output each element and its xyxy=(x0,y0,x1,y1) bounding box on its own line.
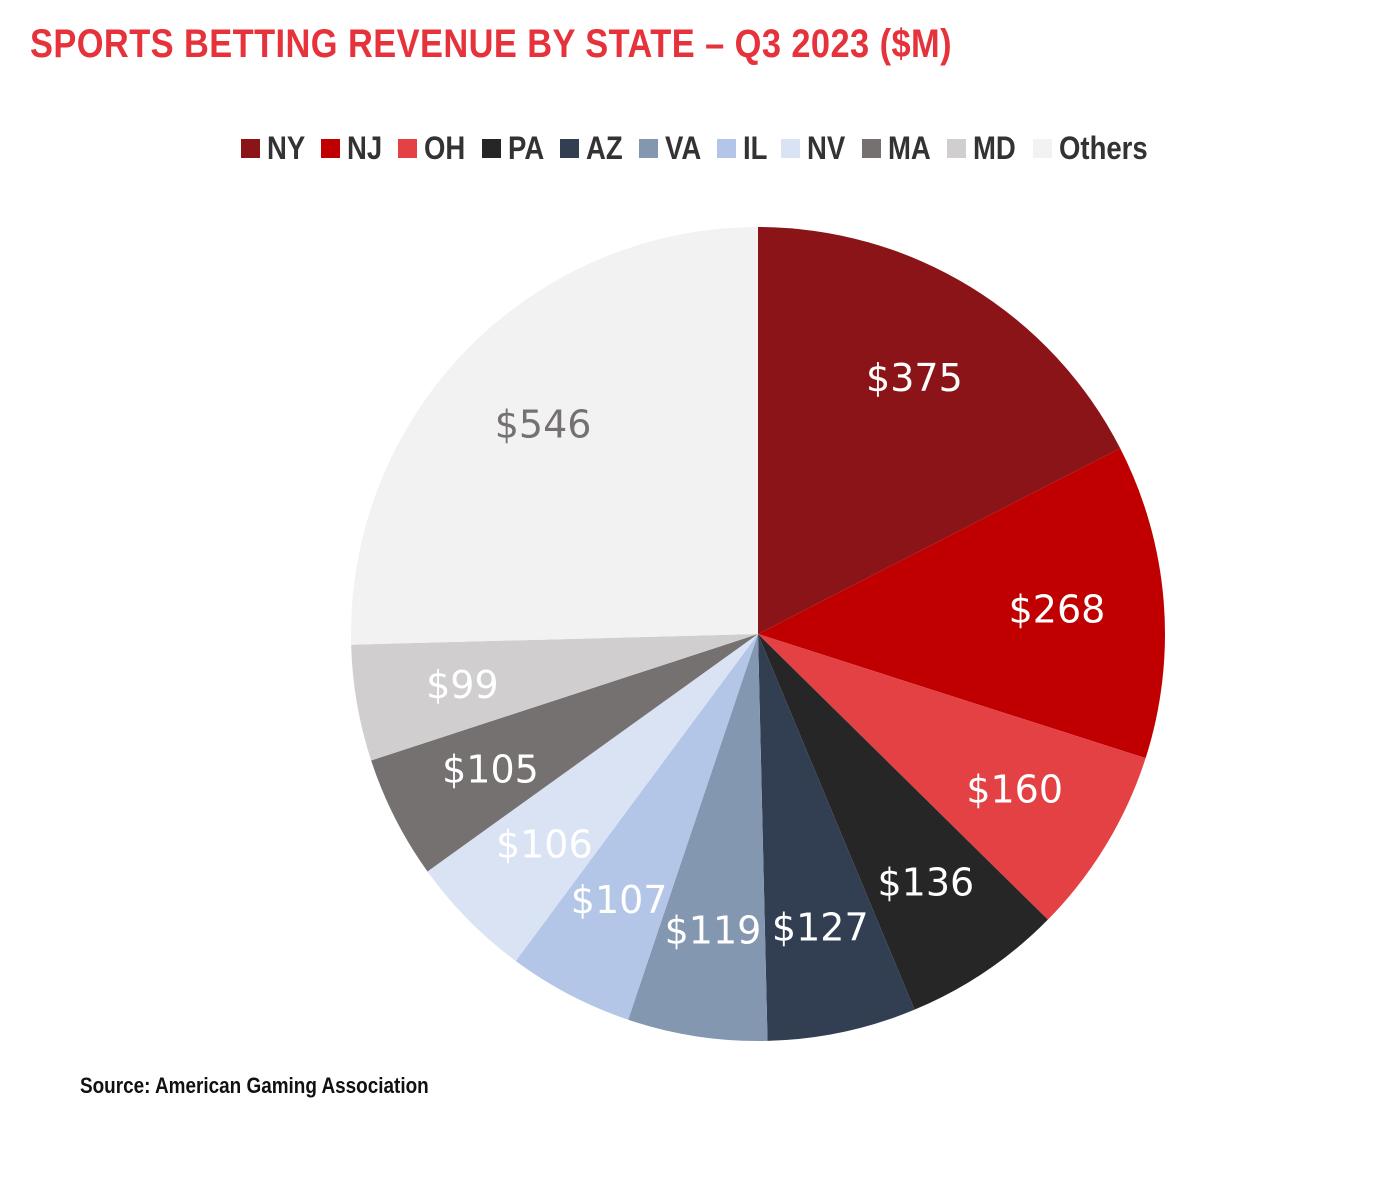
legend-swatch xyxy=(1033,139,1053,158)
slice-label-md: $99 xyxy=(426,663,499,707)
legend-item-ny: NY xyxy=(240,130,305,167)
chart-legend: NY NJ OH PA AZ VA IL NV MA MD Others xyxy=(0,130,1397,167)
chart-title: SPORTS BETTING REVENUE BY STATE – Q3 202… xyxy=(30,22,953,66)
slice-label-nj: $268 xyxy=(1009,587,1106,631)
legend-swatch xyxy=(560,139,580,158)
pie-slice-pa xyxy=(758,634,1048,1010)
pie-slice-md xyxy=(351,634,758,761)
legend-label: NJ xyxy=(347,130,383,166)
source-note: Source: American Gaming Association xyxy=(80,1073,429,1098)
pie-slice-nj xyxy=(758,448,1165,759)
legend-label: PA xyxy=(507,130,545,166)
legend-item-oh: OH xyxy=(397,130,466,167)
slice-label-ny: $375 xyxy=(866,356,963,400)
legend-swatch xyxy=(397,139,417,158)
legend-swatch xyxy=(481,139,501,158)
legend-item-md: MD xyxy=(947,130,1017,167)
pie-slice-ma xyxy=(371,634,758,872)
legend-item-pa: PA xyxy=(481,130,545,167)
legend-item-va: VA xyxy=(638,130,701,167)
legend-swatch xyxy=(947,139,967,158)
pie-slice-va xyxy=(628,634,768,1041)
legend-label: Others xyxy=(1059,130,1148,166)
legend-item-ma: MA xyxy=(861,130,932,167)
legend-swatch xyxy=(781,139,801,158)
legend-swatch xyxy=(716,139,736,158)
legend-label: NV xyxy=(807,130,846,166)
pie-slice-ny xyxy=(758,227,1121,634)
slice-label-oh: $160 xyxy=(966,767,1063,811)
legend-label: AZ xyxy=(586,130,623,166)
legend-item-others: Others xyxy=(1033,130,1156,167)
slice-label-pa: $136 xyxy=(877,861,974,905)
legend-item-nv: NV xyxy=(781,130,845,167)
legend-item-il: IL xyxy=(716,130,768,167)
legend-label: MA xyxy=(887,130,931,166)
legend-swatch xyxy=(240,139,260,158)
pie-slice-il xyxy=(515,634,758,1020)
legend-swatch xyxy=(321,139,341,158)
slice-label-nv: $106 xyxy=(496,823,593,867)
slice-label-az: $127 xyxy=(772,905,869,949)
legend-label: NY xyxy=(266,130,305,166)
legend-label: IL xyxy=(742,130,768,166)
slice-label-il: $107 xyxy=(571,878,668,922)
slice-label-va: $119 xyxy=(665,909,762,953)
legend-swatch xyxy=(638,139,658,158)
pie-slice-others xyxy=(350,227,758,645)
pie-slice-nv xyxy=(427,634,758,962)
legend-item-az: AZ xyxy=(560,130,623,167)
legend-swatch xyxy=(861,139,881,158)
pie-slice-az xyxy=(758,634,915,1041)
slice-label-ma: $105 xyxy=(442,748,539,792)
pie-slice-oh xyxy=(758,634,1146,920)
legend-label: OH xyxy=(423,130,466,166)
legend-label: MD xyxy=(973,130,1017,166)
slice-label-others: $546 xyxy=(495,403,592,447)
legend-item-nj: NJ xyxy=(321,130,382,167)
legend-label: VA xyxy=(664,130,701,166)
